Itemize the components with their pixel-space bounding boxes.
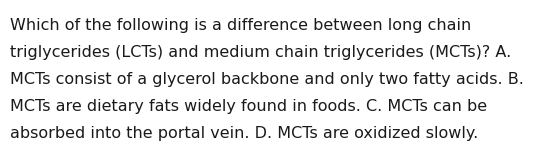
Text: MCTs are dietary fats widely found in foods. C. MCTs can be: MCTs are dietary fats widely found in fo… (10, 99, 487, 114)
Text: Which of the following is a difference between long chain: Which of the following is a difference b… (10, 18, 472, 33)
Text: triglycerides (LCTs) and medium chain triglycerides (MCTs)? A.: triglycerides (LCTs) and medium chain tr… (10, 45, 511, 60)
Text: MCTs consist of a glycerol backbone and only two fatty acids. B.: MCTs consist of a glycerol backbone and … (10, 72, 524, 87)
Text: absorbed into the portal vein. D. MCTs are oxidized slowly.: absorbed into the portal vein. D. MCTs a… (10, 126, 478, 141)
